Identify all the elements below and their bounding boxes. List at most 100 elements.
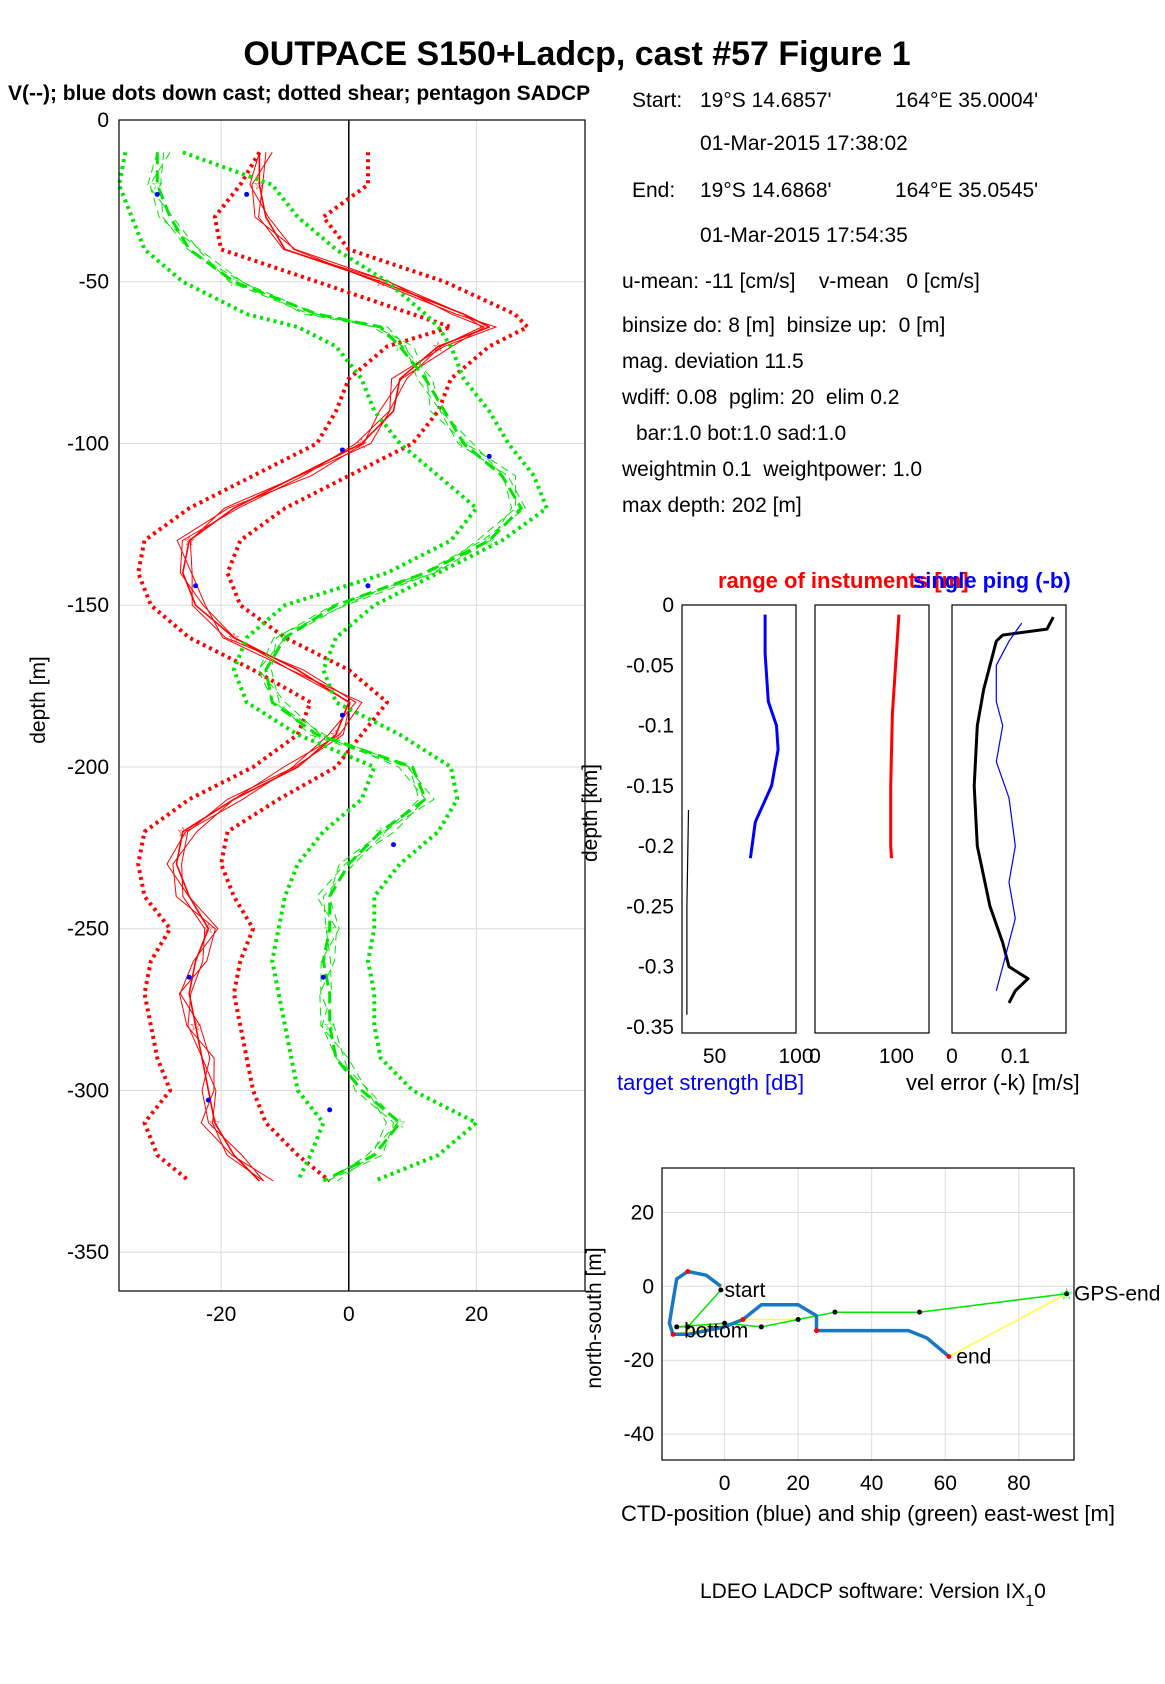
ship-fix-dot xyxy=(674,1324,680,1330)
weight-info: weightmin 0.1 weightpower: 1.0 xyxy=(621,458,922,481)
blue-dot xyxy=(205,1097,211,1103)
y-tick-label: -350 xyxy=(67,1241,109,1264)
y-tick-label: -0.1 xyxy=(638,715,674,738)
ctd-fix-dot xyxy=(946,1354,952,1360)
constraint-weights: bar:1.0 bot:1.0 sad:1.0 xyxy=(636,422,846,445)
series-marker-star: ☆ xyxy=(483,533,496,549)
x-tick-label: 20 xyxy=(465,1303,488,1326)
y-tick-label: -50 xyxy=(79,271,109,294)
position-panel: ☆ start bottom end GPS-end 0 20 40 60 80 20 0 -20 -40 xyxy=(624,1167,1160,1495)
series-marker-star: ☆ xyxy=(323,921,336,937)
track-label-end: end xyxy=(956,1346,991,1369)
binsize-info: binsize do: 8 [m] binsize up: 0 [m] xyxy=(622,314,945,337)
main-ylabel: depth [m] xyxy=(27,656,50,744)
y-tick-label: -0.15 xyxy=(626,775,674,798)
y-tick-label: -0.35 xyxy=(626,1016,674,1039)
ship-fix-dot xyxy=(917,1309,922,1315)
x-tick-label: 0 xyxy=(809,1045,821,1068)
footer-tail: 0 xyxy=(1034,1580,1046,1603)
ship-fix-dot xyxy=(722,1320,728,1326)
ship-fix-dot xyxy=(718,1287,724,1293)
wdiff-info: wdiff: 0.08 pglim: 20 elim 0.2 xyxy=(621,386,899,409)
series-marker-star: ☆ xyxy=(457,435,470,451)
figure-title: OUTPACE S150+Ladcp, cast #57 Figure 1 xyxy=(243,35,910,73)
series-marker-star: ☆ xyxy=(151,177,164,193)
series-line-blue xyxy=(748,614,780,859)
y-tick-label: 0 xyxy=(97,109,109,132)
ship-ctd-connector xyxy=(948,1293,1067,1358)
y-tick-label: -300 xyxy=(67,1079,109,1102)
ship-fix-dot xyxy=(832,1309,838,1315)
series-marker-star: ☆ xyxy=(374,824,387,840)
ts-xlabel: target strength [dB] xyxy=(617,1070,804,1095)
series-green-dotted-lower xyxy=(117,151,479,1182)
series-green-ensemble xyxy=(147,152,513,1182)
blue-dot xyxy=(486,453,492,459)
blue-dot xyxy=(186,974,192,980)
max-depth: max depth: 202 [m] xyxy=(622,494,802,517)
series-marker-star: ☆ xyxy=(374,274,387,290)
range-panel: 0 100 xyxy=(809,604,930,1068)
series-green-dashed xyxy=(155,152,523,1183)
track-label-bottom: bottom xyxy=(684,1320,748,1343)
start-lat: 19°S 14.6857' xyxy=(700,89,832,112)
series-green-ensemble xyxy=(149,152,517,1182)
y-tick-label: -20 xyxy=(624,1349,654,1372)
ship-fix-dot xyxy=(685,1324,691,1330)
blue-dot xyxy=(339,712,345,718)
single-ping-title: single ping (-b) xyxy=(913,568,1071,593)
axes-frame xyxy=(681,604,797,1034)
x-tick-label: 20 xyxy=(786,1472,809,1495)
series-red-ensemble xyxy=(172,152,486,1182)
y-tick-label: -200 xyxy=(67,756,109,779)
y-tick-label: -100 xyxy=(67,432,109,455)
series-green-dotted-upper xyxy=(182,150,549,1183)
series-line-red xyxy=(889,614,901,859)
x-tick-label: 0.1 xyxy=(1001,1045,1030,1068)
y-tick-label: -0.2 xyxy=(638,835,674,858)
x-tick-label: 0 xyxy=(719,1472,731,1495)
blue-dot xyxy=(193,583,199,589)
x-tick-label: 80 xyxy=(1007,1472,1030,1495)
svg-text:LDEO LADCP software: Version I: LDEO LADCP software: Version IX10 xyxy=(700,1580,1046,1610)
start-time: 01-Mar-2015 17:38:02 xyxy=(700,132,908,155)
pos-ylabel: north-south [m] xyxy=(583,1247,606,1388)
series-red-dotted-lower xyxy=(136,151,453,1183)
footer-subscript: 1 xyxy=(1025,1593,1034,1610)
start-lon: 164°E 35.0004' xyxy=(895,89,1038,112)
y-tick-label: -0.05 xyxy=(626,654,674,677)
series-marker-star: ☆ xyxy=(228,274,241,290)
x-tick-label: 60 xyxy=(934,1472,957,1495)
x-tick-label: 100 xyxy=(879,1045,914,1068)
ctd-fix-dot xyxy=(670,1331,676,1337)
mag-deviation: mag. deviation 11.5 xyxy=(622,350,804,373)
series-red-ensemble xyxy=(166,152,498,1182)
end-lat: 19°S 14.6868' xyxy=(700,179,832,202)
y-tick-label: 20 xyxy=(631,1201,654,1224)
series-marker-star: ☆ xyxy=(177,824,190,840)
series-red-dotted-upper xyxy=(219,152,530,1183)
y-tick-label: -0.25 xyxy=(626,895,674,918)
figure-subtitle: V(--); blue dots down cast; dotted shear… xyxy=(8,82,590,105)
axes-frame xyxy=(814,604,930,1034)
series-marker-star: ☆ xyxy=(311,727,324,743)
y-tick-label: -150 xyxy=(67,594,109,617)
ve-xlabel: vel error (-k) [m/s] xyxy=(906,1070,1080,1095)
series-green-ensemble xyxy=(160,152,527,1182)
x-tick-label: 0 xyxy=(343,1303,355,1326)
y-tick-label: -0.3 xyxy=(638,956,674,979)
end-label: End: xyxy=(632,179,675,202)
blue-dot xyxy=(365,583,371,589)
end-time: 01-Mar-2015 17:54:35 xyxy=(700,224,908,247)
blue-dot xyxy=(327,1107,333,1113)
mean-velocity: u-mean: -11 [cm/s] v-mean 0 [cm/s] xyxy=(622,270,980,293)
target-strength-panel: 50 100 0 -0.05 -0.1 -0.15 -0.2 -0.25 -0.3 -0.35 xyxy=(626,594,813,1068)
x-tick-label: 0 xyxy=(946,1045,958,1068)
series-marker-star: ☆ xyxy=(394,1115,407,1131)
series-marker-star: ☆ xyxy=(202,921,215,937)
series-marker-star: ☆ xyxy=(394,338,407,354)
pos-xlabel: CTD-position (blue) and ship (green) eas… xyxy=(621,1501,1115,1526)
series-marker-star: ☆ xyxy=(323,1018,336,1034)
ship-fix-dot xyxy=(795,1317,801,1323)
